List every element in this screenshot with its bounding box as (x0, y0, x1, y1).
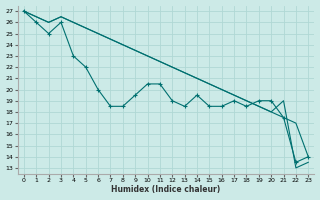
X-axis label: Humidex (Indice chaleur): Humidex (Indice chaleur) (111, 185, 221, 194)
